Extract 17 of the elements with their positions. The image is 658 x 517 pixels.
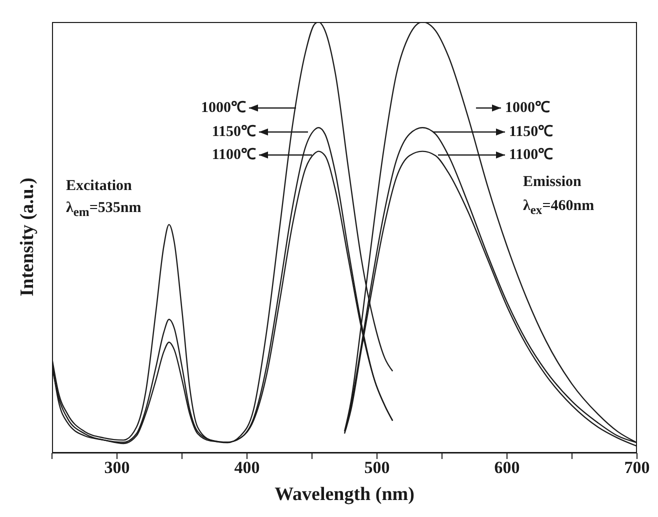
- annotation: 1150℃: [509, 123, 554, 142]
- annotation: λ$_{ex}$=460nm: [523, 197, 594, 219]
- x-tick-label: 300: [104, 458, 130, 478]
- annotation: Emission: [523, 173, 582, 192]
- annotation: 1150℃: [212, 123, 256, 142]
- x-tick-label: 700: [624, 458, 650, 478]
- annotation: 1000℃: [505, 99, 550, 118]
- annotation: 1000℃: [201, 99, 246, 118]
- x-axis-title: Wavelength (nm): [274, 484, 414, 505]
- annotation: λ$_{em}$=535nm: [66, 199, 142, 221]
- annotation: Excitation: [66, 177, 132, 196]
- annotation: 1100℃: [509, 146, 554, 165]
- y-axis-title: Intensity (a.u.): [17, 176, 39, 298]
- x-tick-label: 500: [364, 458, 390, 478]
- x-tick-label: 400: [234, 458, 260, 478]
- x-tick-label: 600: [494, 458, 520, 478]
- annotation: 1100℃: [212, 146, 256, 165]
